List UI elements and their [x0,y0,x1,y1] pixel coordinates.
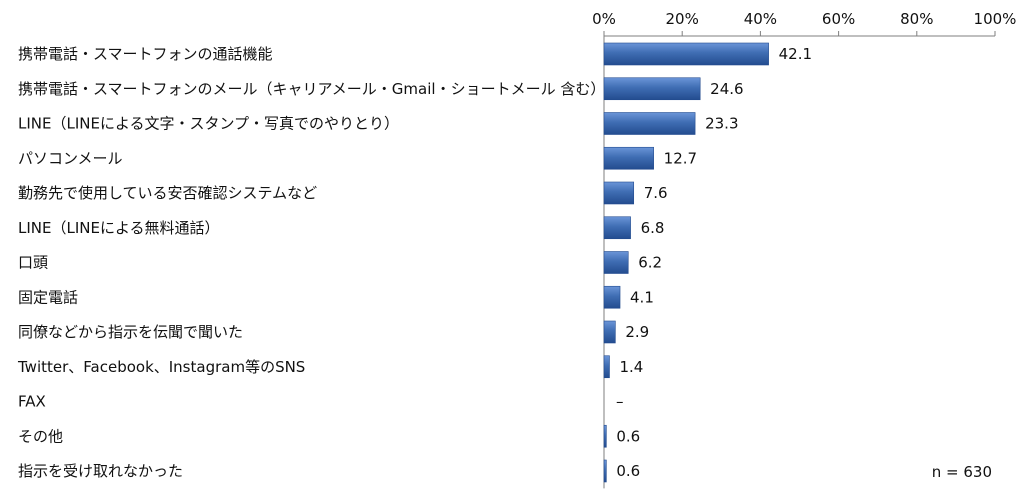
bar [603,181,635,205]
bar [603,112,696,135]
value-label: 0.6 [616,427,640,445]
sample-size-note: n = 630 [932,463,992,481]
value-label: 0.6 [616,462,640,480]
value-label: 23.3 [705,115,738,133]
category-label: 指示を受け取れなかった [18,462,183,480]
category-label: 携帯電話・スマートフォンの通話機能 [18,45,273,63]
x-tick-label: 20% [666,10,699,28]
category-label: 同僚などから指示を伝聞で聞いた [18,323,243,341]
value-label: 2.9 [625,323,649,341]
x-tick-label: 80% [900,10,933,28]
value-label: 6.2 [638,254,662,272]
x-tick-label: 60% [822,10,855,28]
category-label: 勤務先で使用している安否確認システムなど [18,184,317,202]
value-label: 4.1 [630,288,654,306]
bar [603,320,616,344]
x-tick-label: 100% [974,10,1017,28]
category-label: FAX [18,393,46,411]
bar [603,216,631,240]
bar [603,42,769,66]
category-label: Twitter、Facebook、Instagram等のSNS [17,358,305,376]
bar [603,251,629,274]
bar [603,424,607,448]
x-axis: 0% 20% 40% 60% 80% 100% [592,10,1017,489]
category-label: その他 [18,427,63,445]
category-label: 口頭 [18,254,48,272]
bar [603,77,701,101]
value-labels: 42.1 24.6 23.3 12.7 7.6 6.8 6.2 4.1 2.9 1.4 – 0.6 0.… [616,45,812,480]
value-label: 1.4 [619,358,643,376]
category-label: 携帯電話・スマートフォンのメール（キャリアメール・Gmail・ショートメール 含… [18,80,605,98]
category-label: 固定電話 [18,288,78,306]
value-label: – [616,393,624,411]
value-label: 7.6 [644,184,668,202]
bars [603,42,769,483]
x-tick-label: 0% [592,10,616,28]
bar [603,459,607,483]
x-tick-label: 40% [744,10,777,28]
value-label: 12.7 [664,149,697,167]
value-label: 42.1 [779,45,812,63]
category-labels: 携帯電話・スマートフォンの通話機能携帯電話・スマートフォンのメール（キャリアメー… [17,45,605,480]
category-label: LINE（LINEによる文字・スタンプ・写真でのやりとり） [18,115,399,133]
category-label: LINE（LINEによる無料通話） [18,219,220,237]
value-label: 24.6 [710,80,743,98]
bar [603,355,610,379]
bar [603,146,654,170]
bar [603,285,621,309]
value-label: 6.8 [641,219,665,237]
category-label: パソコンメール [18,149,123,167]
